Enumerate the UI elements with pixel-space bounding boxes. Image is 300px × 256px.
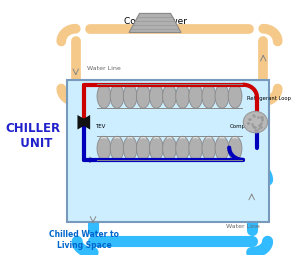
Ellipse shape: [228, 84, 242, 108]
Polygon shape: [77, 115, 90, 130]
Ellipse shape: [97, 136, 111, 161]
Text: TEV: TEV: [95, 124, 105, 129]
Text: Evaporator: Evaporator: [135, 145, 178, 154]
Text: Chilled Water to
Living Space: Chilled Water to Living Space: [50, 230, 119, 250]
Ellipse shape: [97, 84, 111, 108]
Ellipse shape: [149, 84, 163, 108]
Text: Water Line: Water Line: [226, 223, 260, 229]
Text: Condenser: Condenser: [136, 93, 177, 102]
Ellipse shape: [136, 136, 150, 161]
Ellipse shape: [189, 136, 202, 161]
Ellipse shape: [123, 136, 137, 161]
Ellipse shape: [136, 84, 150, 108]
Ellipse shape: [110, 84, 124, 108]
Polygon shape: [77, 115, 90, 130]
Ellipse shape: [215, 84, 229, 108]
Ellipse shape: [163, 136, 176, 161]
Ellipse shape: [176, 136, 190, 161]
Text: Compressor: Compressor: [230, 124, 262, 129]
Text: Water Line: Water Line: [87, 66, 121, 71]
Text: CHILLER
  UNIT: CHILLER UNIT: [5, 122, 60, 150]
Ellipse shape: [149, 136, 163, 161]
Ellipse shape: [202, 136, 216, 161]
Ellipse shape: [110, 136, 124, 161]
Circle shape: [243, 111, 268, 133]
Ellipse shape: [176, 84, 190, 108]
Ellipse shape: [202, 84, 216, 108]
Ellipse shape: [189, 84, 202, 108]
Ellipse shape: [163, 84, 176, 108]
Ellipse shape: [123, 84, 137, 108]
Bar: [67, 80, 269, 222]
Ellipse shape: [228, 136, 242, 161]
Ellipse shape: [215, 136, 229, 161]
Text: Refrigerant Loop: Refrigerant Loop: [247, 96, 291, 101]
Text: Cooling Tower: Cooling Tower: [124, 17, 187, 26]
Polygon shape: [129, 13, 181, 33]
